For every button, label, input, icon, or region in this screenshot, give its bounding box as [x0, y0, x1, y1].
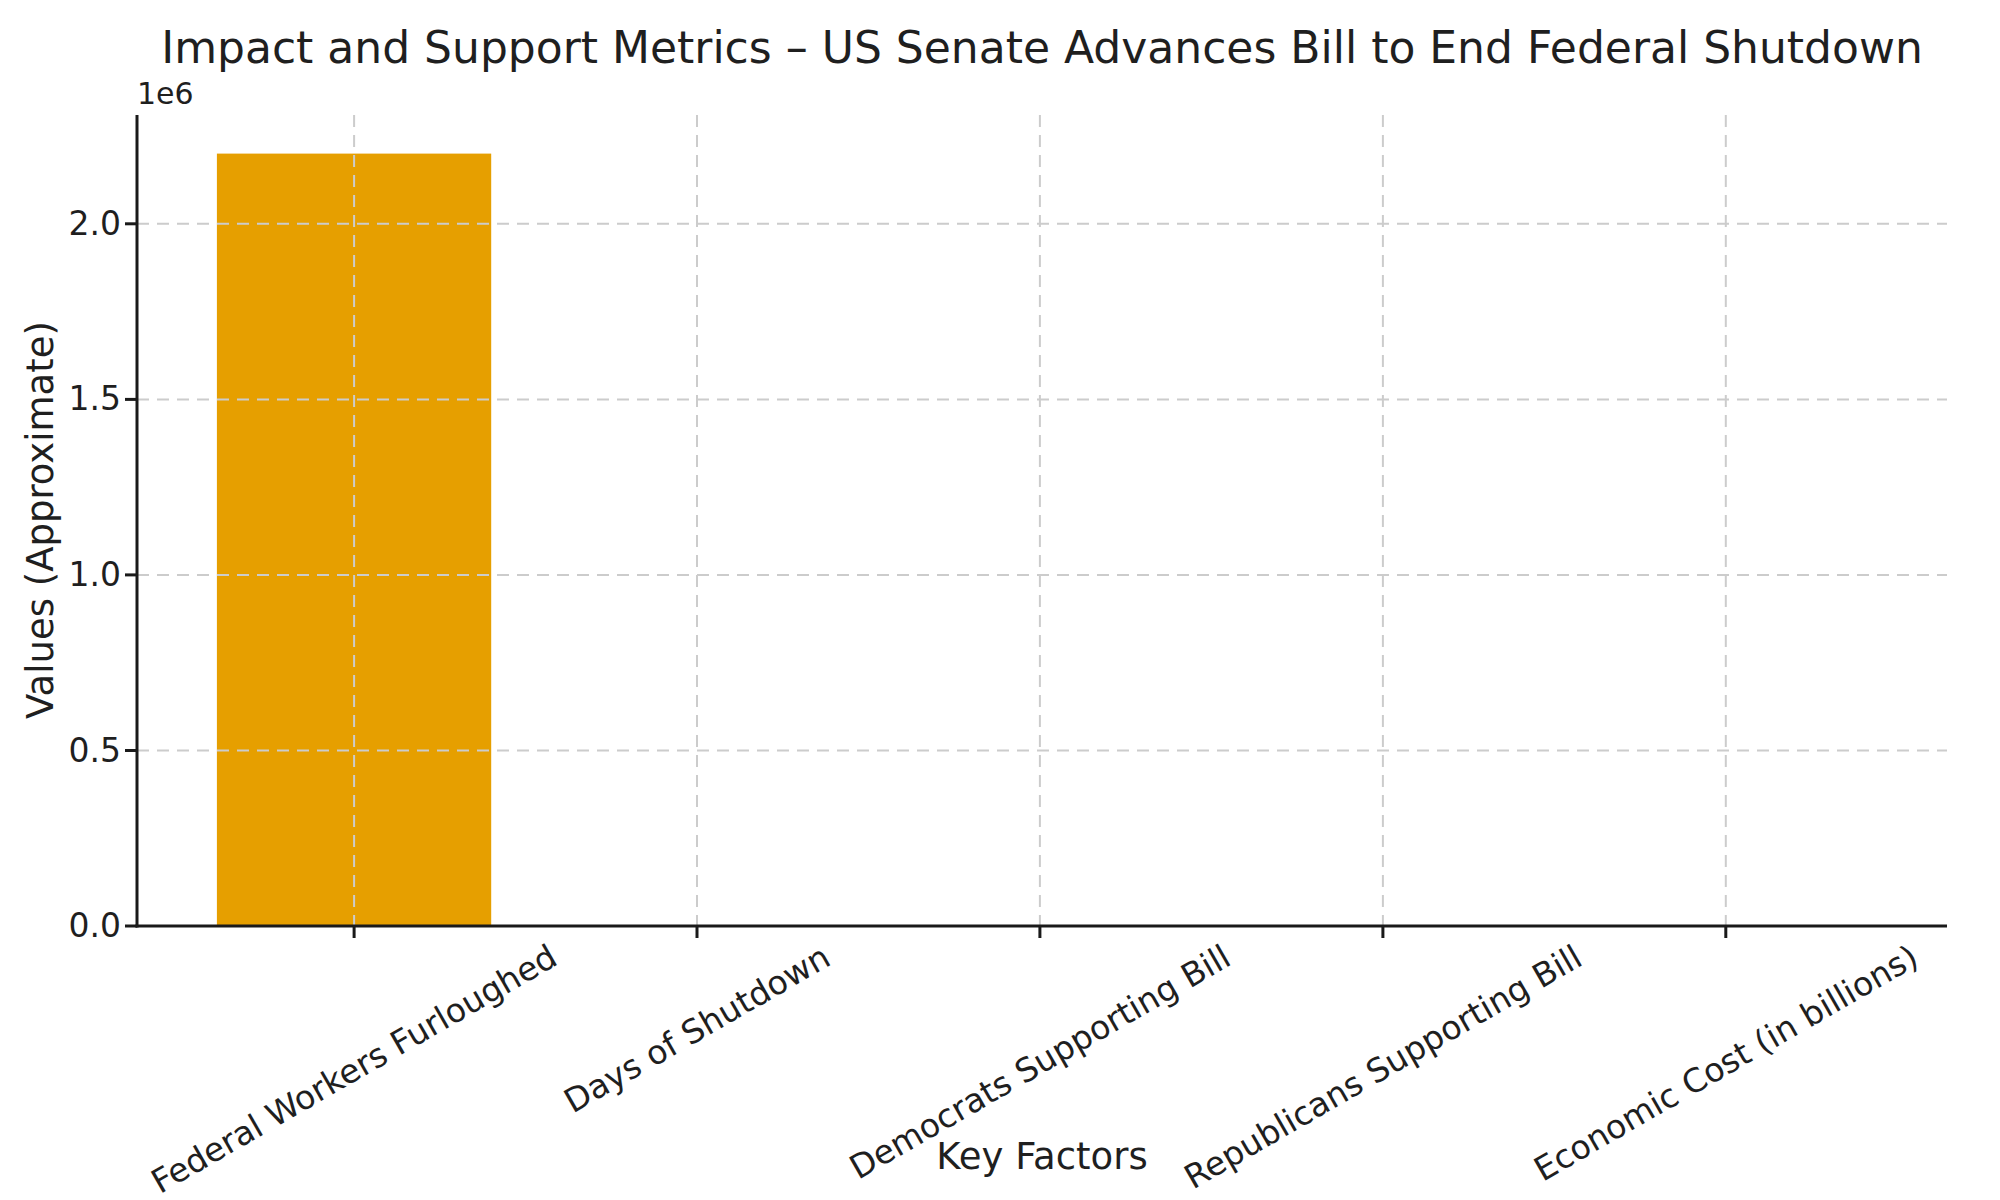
y-tick-label: 2.0	[0, 202, 121, 246]
y-tick-label: 1.0	[0, 553, 121, 597]
y-tick-label: 0.5	[0, 729, 121, 773]
figure: Impact and Support Metrics – US Senate A…	[0, 0, 2000, 1200]
y-tick-label: 1.5	[0, 377, 121, 421]
plot-area	[0, 0, 2000, 1200]
y-tick-label: 0.0	[0, 904, 121, 948]
